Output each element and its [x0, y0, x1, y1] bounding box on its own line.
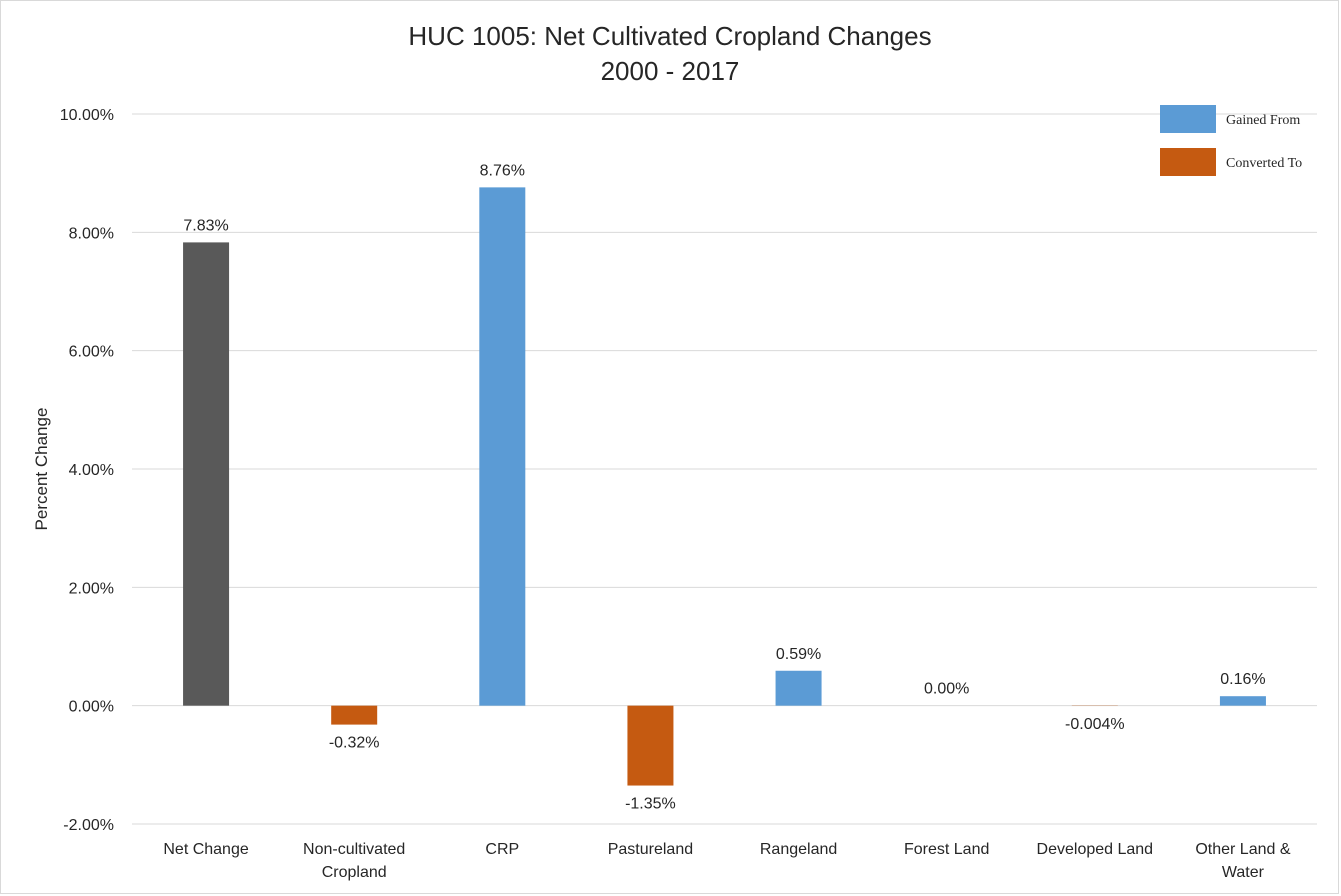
y-tick-label: 4.00%	[69, 462, 114, 479]
bar	[1219, 696, 1266, 706]
category-labels: Net Change Non-cultivated Cropland CRP Pastu…	[163, 841, 1290, 881]
data-label: 0.59%	[776, 646, 821, 663]
data-label: -0.32%	[329, 735, 380, 752]
data-label: 0.16%	[1220, 671, 1265, 688]
category-label: Other Land &	[1195, 841, 1291, 858]
y-tick-label: -2.00%	[63, 817, 114, 834]
bar	[331, 705, 378, 725]
y-tick-label: 0.00%	[69, 699, 114, 716]
bar	[479, 187, 526, 706]
bar	[775, 670, 822, 706]
category-label: CRP	[485, 841, 519, 858]
legend: Gained From Converted To	[1160, 105, 1302, 176]
y-tick-label: 8.00%	[69, 225, 114, 242]
legend-label-gained-from: Gained From	[1226, 113, 1300, 128]
data-label: 8.76%	[480, 162, 525, 179]
category-label: Forest Land	[904, 841, 989, 858]
legend-label-converted-to: Converted To	[1226, 156, 1302, 171]
data-label: 0.00%	[924, 681, 969, 698]
category-label: Non-cultivated	[303, 841, 405, 858]
y-axis-title: Percent Change	[32, 408, 51, 531]
legend-swatch-gained-from	[1160, 105, 1216, 133]
chart-subtitle: 2000 - 2017	[601, 56, 740, 86]
bars	[183, 187, 1266, 786]
category-label: Rangeland	[760, 841, 837, 858]
category-label: Water	[1222, 864, 1265, 881]
gridlines	[132, 113, 1317, 825]
category-label: Developed Land	[1037, 841, 1154, 858]
data-label: -1.35%	[625, 796, 676, 813]
category-label: Net Change	[163, 841, 248, 858]
data-label: 7.83%	[183, 217, 228, 234]
bar	[183, 242, 230, 706]
chart-title: HUC 1005: Net Cultivated Cropland Change…	[408, 21, 931, 51]
y-tick-label: 6.00%	[69, 344, 114, 361]
category-label: Pastureland	[608, 841, 693, 858]
y-tick-label: 2.00%	[69, 580, 114, 597]
data-label: -0.004%	[1065, 716, 1125, 733]
legend-swatch-converted-to	[1160, 148, 1216, 176]
y-axis-ticks: 10.00% 8.00% 6.00% 4.00% 2.00% 0.00% -2.00%	[60, 107, 114, 834]
category-label: Cropland	[322, 864, 387, 881]
data-labels: 7.83% -0.32% 8.76% -1.35% 0.59% 0.00% -0.004% 0…	[183, 162, 1265, 812]
bar	[627, 705, 674, 786]
y-tick-label: 10.00%	[60, 107, 114, 124]
